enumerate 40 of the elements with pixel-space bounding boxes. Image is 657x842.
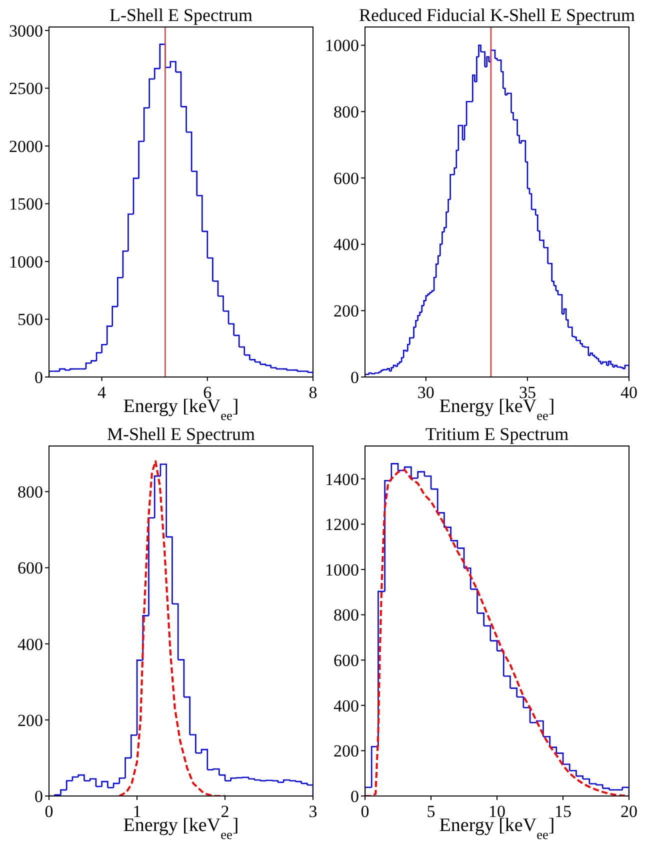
y-tick-label: 1000: [325, 36, 359, 56]
y-tick-label: 600: [334, 168, 359, 188]
y-tick-label: 0: [350, 786, 359, 806]
chart-title: M-Shell E Spectrum: [107, 424, 255, 444]
y-tick-label: 0: [350, 368, 359, 387]
y-tick-label: 2500: [9, 79, 43, 98]
x-tick-label: 20: [620, 802, 638, 821]
y-tick-label: 400: [334, 235, 359, 254]
y-tick-label: 1200: [325, 515, 359, 534]
y-tick-label: 800: [334, 102, 359, 122]
x-tick-label: 5: [426, 802, 436, 821]
x-tick-label: 2: [220, 802, 230, 821]
y-tick-label: 1000: [9, 252, 43, 272]
y-tick-label: 200: [18, 710, 43, 730]
y-tick-label: 600: [334, 651, 359, 670]
y-tick-label: 400: [18, 634, 43, 654]
y-tick-label: 400: [334, 696, 359, 716]
y-tick-label: 1000: [325, 560, 359, 580]
chart-title: Reduced Fiducial K-Shell E Spectrum: [359, 5, 635, 25]
x-tick-label: 4: [98, 383, 107, 402]
chart-title: Tritium E Spectrum: [425, 424, 569, 444]
x-tick-label: 40: [620, 383, 638, 402]
y-tick-label: 500: [18, 310, 43, 330]
y-tick-label: 800: [334, 606, 359, 625]
y-tick-label: 600: [18, 558, 43, 578]
chart-title: L-Shell E Spectrum: [110, 5, 252, 25]
y-tick-label: 200: [334, 742, 359, 761]
x-tick-label: 3: [308, 802, 318, 821]
x-tick-label: 1: [132, 802, 142, 821]
x-tick-label: 8: [308, 383, 318, 402]
y-tick-label: 1400: [325, 470, 359, 489]
y-tick-label: 0: [34, 368, 43, 387]
y-tick-label: 3000: [9, 21, 43, 40]
y-tick-label: 1500: [9, 194, 43, 214]
x-tick-label: 30: [417, 383, 434, 402]
y-tick-label: 800: [18, 482, 43, 502]
y-tick-label: 0: [34, 786, 43, 806]
y-tick-label: 2000: [9, 136, 43, 156]
x-tick-label: 15: [554, 802, 572, 821]
y-tick-label: 200: [334, 302, 359, 321]
